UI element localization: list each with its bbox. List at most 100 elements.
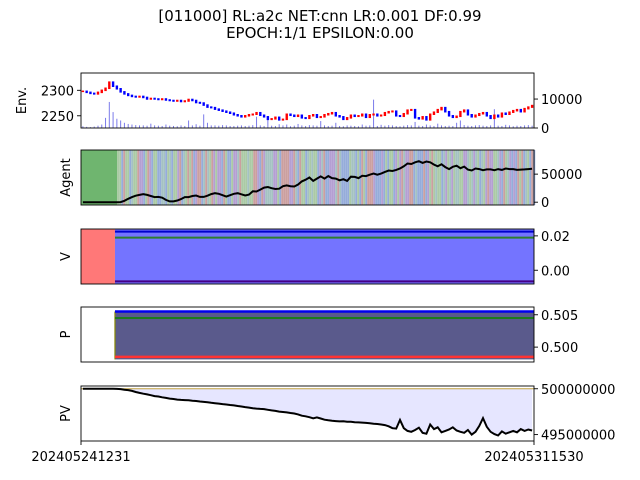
agent-action-stripe bbox=[525, 150, 528, 205]
agent-action-stripe bbox=[205, 150, 208, 205]
pv-right-tick-label-1: 495000000 bbox=[541, 429, 615, 444]
agent-action-stripe bbox=[433, 150, 436, 205]
agent-action-stripe bbox=[507, 150, 510, 205]
agent-action-stripe bbox=[315, 150, 318, 205]
agent-action-stripe bbox=[439, 150, 442, 205]
agent-action-stripe bbox=[491, 150, 494, 205]
agent-action-stripe bbox=[117, 150, 120, 205]
agent-action-stripe bbox=[339, 150, 342, 205]
agent-action-stripe bbox=[241, 150, 244, 205]
agent-action-stripe bbox=[189, 150, 192, 205]
agent-action-stripe bbox=[263, 150, 266, 205]
agent-action-stripe bbox=[495, 150, 498, 205]
agent-action-stripe bbox=[515, 150, 518, 205]
agent-action-stripe bbox=[293, 150, 296, 205]
agent-action-stripe bbox=[499, 150, 502, 205]
agent-action-stripe bbox=[313, 150, 316, 205]
agent-action-stripe bbox=[167, 150, 170, 205]
agent-action-stripe bbox=[213, 150, 216, 205]
agent-action-stripe bbox=[277, 150, 280, 205]
agent-action-stripe bbox=[519, 150, 522, 205]
agent-action-stripe bbox=[407, 150, 410, 205]
agent-action-stripe bbox=[129, 150, 132, 205]
agent-action-stripe bbox=[517, 150, 520, 205]
agent-action-stripe bbox=[179, 150, 182, 205]
env-ylabel: Env. bbox=[15, 87, 30, 114]
value-frame bbox=[80, 228, 535, 285]
agent-action-stripe bbox=[427, 150, 430, 205]
agent-action-stripe bbox=[225, 150, 228, 205]
agent-action-stripe bbox=[461, 150, 464, 205]
env-right-tick-label-1: 0 bbox=[541, 122, 549, 137]
agent-action-stripe bbox=[221, 150, 224, 205]
agent-action-stripe bbox=[151, 150, 154, 205]
agent-action-stripe bbox=[149, 150, 152, 205]
agent-action-stripe bbox=[195, 150, 198, 205]
agent-action-stripe bbox=[431, 150, 434, 205]
agent-action-stripe bbox=[509, 150, 512, 205]
agent-action-stripe bbox=[175, 150, 178, 205]
agent-action-stripe bbox=[311, 150, 314, 205]
value-exploration-region bbox=[81, 229, 115, 284]
agent-hold-region bbox=[81, 150, 118, 205]
agent-action-stripe bbox=[257, 150, 260, 205]
env-left-tick-label-0: 2300 bbox=[41, 84, 74, 99]
agent-action-stripe bbox=[527, 150, 530, 205]
agent-action-stripe bbox=[203, 150, 206, 205]
agent-action-stripe bbox=[191, 150, 194, 205]
agent-action-stripe bbox=[299, 150, 302, 205]
agent-action-stripe bbox=[231, 150, 234, 205]
agent-action-stripe bbox=[345, 150, 348, 205]
agent-action-stripe bbox=[125, 150, 128, 205]
agent-action-stripe bbox=[147, 150, 150, 205]
agent-action-stripe bbox=[259, 150, 262, 205]
agent-action-stripe bbox=[285, 150, 288, 205]
agent-action-stripe bbox=[137, 150, 140, 205]
agent-action-stripe bbox=[417, 150, 420, 205]
agent-action-stripe bbox=[181, 150, 184, 205]
agent-action-stripe bbox=[379, 150, 382, 205]
policy-panel: 0.505 0.500 P bbox=[59, 306, 578, 363]
agent-action-stripe bbox=[469, 150, 472, 205]
agent-right-tick-label-0: 50000 bbox=[541, 168, 582, 183]
agent-panel: 50000 0 Agent bbox=[59, 149, 582, 211]
agent-action-stripe bbox=[275, 150, 278, 205]
agent-action-stripe bbox=[145, 150, 148, 205]
agent-action-stripe bbox=[361, 150, 364, 205]
pv-line bbox=[82, 387, 533, 437]
agent-action-stripe bbox=[437, 150, 440, 205]
agent-action-stripe bbox=[363, 150, 366, 205]
agent-action-stripe bbox=[503, 150, 506, 205]
agent-action-stripe bbox=[337, 150, 340, 205]
agent-action-stripe bbox=[497, 150, 500, 205]
agent-action-stripe bbox=[441, 150, 444, 205]
agent-action-stripe bbox=[169, 150, 172, 205]
agent-action-stripe bbox=[249, 150, 252, 205]
agent-action-stripe bbox=[453, 150, 456, 205]
agent-action-stripe bbox=[397, 150, 400, 205]
agent-action-stripe bbox=[131, 150, 134, 205]
agent-action-stripe bbox=[463, 150, 466, 205]
agent-action-stripe bbox=[505, 150, 508, 205]
agent-action-stripe bbox=[233, 150, 236, 205]
agent-action-stripe bbox=[485, 150, 488, 205]
agent-action-stripe bbox=[451, 150, 454, 205]
agent-action-stripe bbox=[217, 150, 220, 205]
agent-action-stripe bbox=[467, 150, 470, 205]
agent-action-stripe bbox=[301, 150, 304, 205]
agent-action-stripe bbox=[185, 150, 188, 205]
agent-action-stripe bbox=[161, 150, 164, 205]
agent-action-stripe bbox=[419, 150, 422, 205]
agent-action-stripe bbox=[201, 150, 204, 205]
agent-action-stripe bbox=[411, 150, 414, 205]
agent-action-stripe bbox=[383, 150, 386, 205]
agent-balance-line bbox=[82, 160, 533, 204]
agent-action-stripe bbox=[153, 150, 156, 205]
agent-action-stripe bbox=[121, 150, 124, 205]
agent-action-stripe bbox=[177, 150, 180, 205]
agent-action-stripe bbox=[229, 150, 232, 205]
agent-action-stripe bbox=[207, 150, 210, 205]
agent-action-stripe bbox=[295, 150, 298, 205]
pv-right-tick-label-0: 500000000 bbox=[541, 383, 615, 398]
